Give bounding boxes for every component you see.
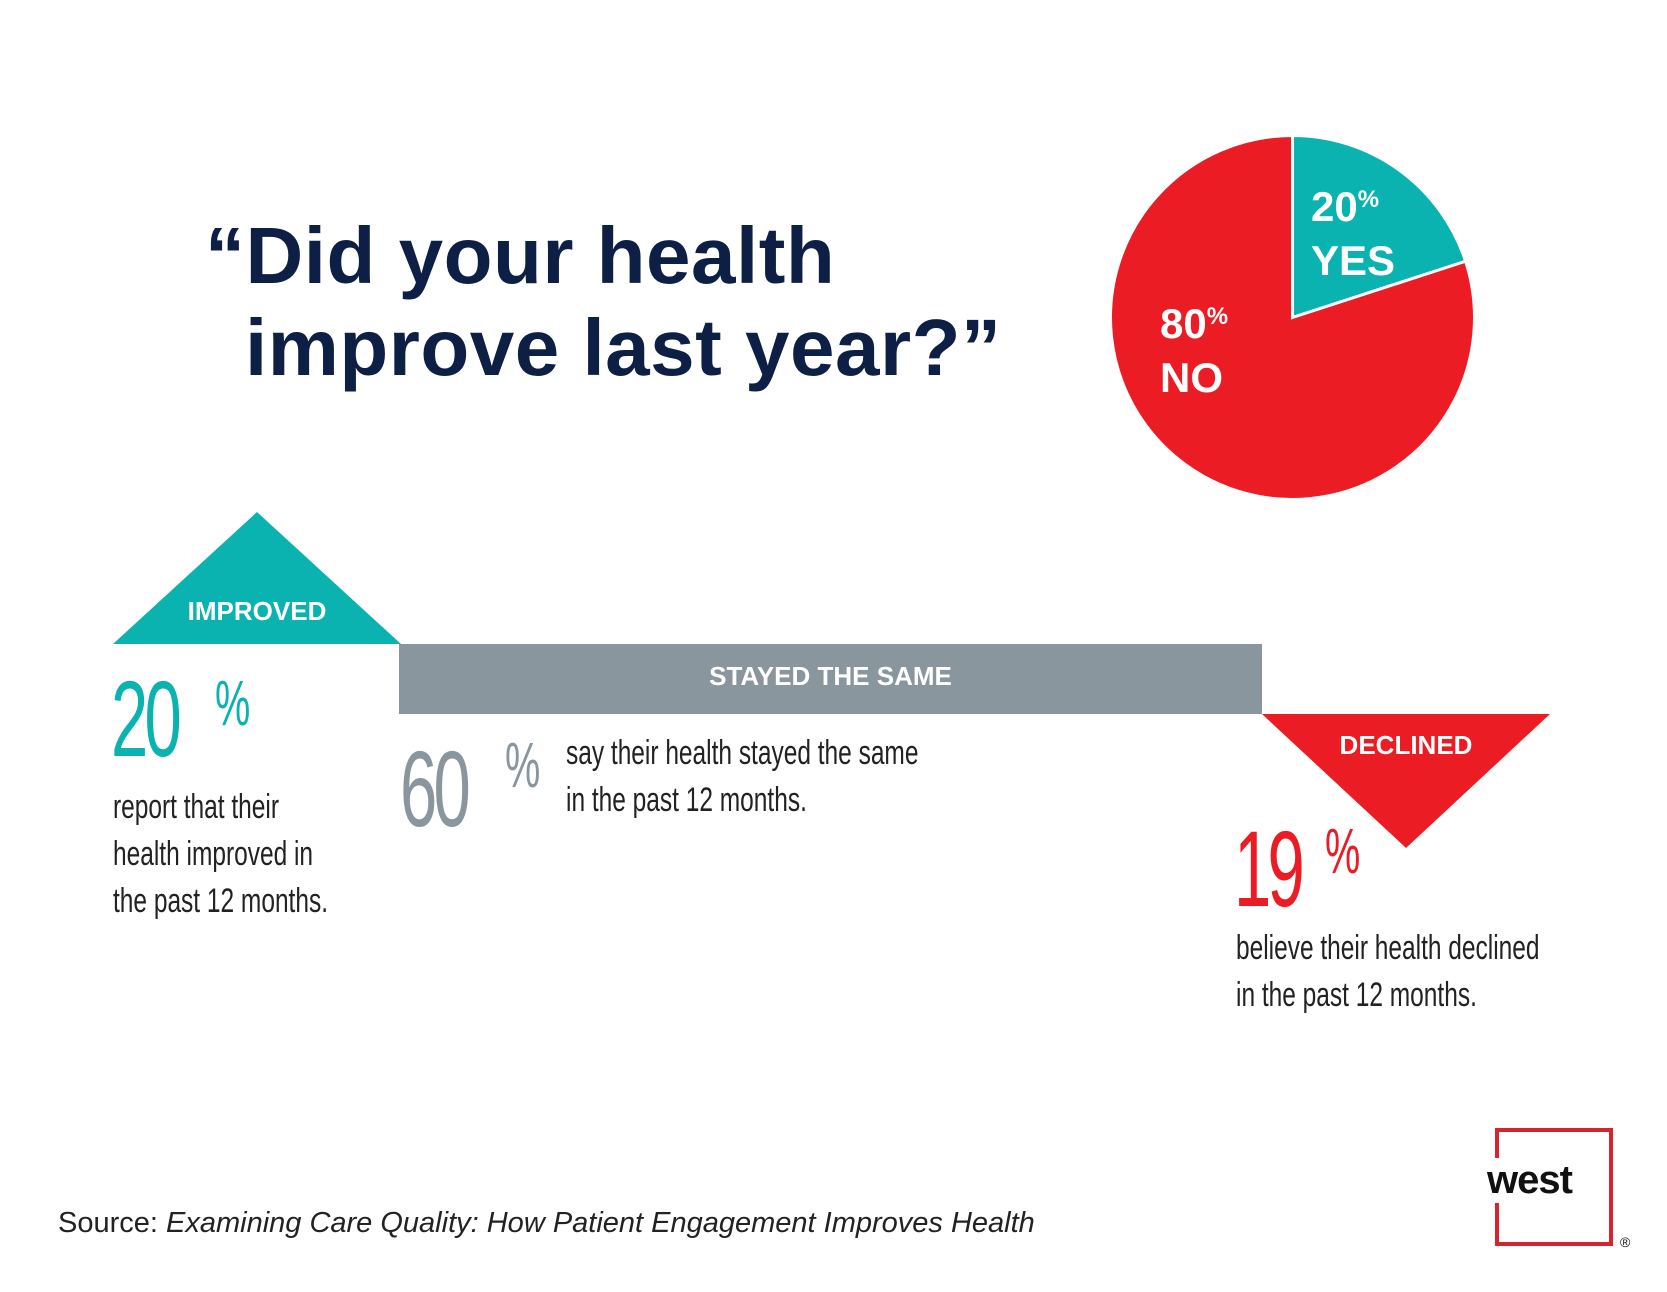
improved-percent-sign: % [215, 667, 251, 739]
improved-desc-line-1: report that their [113, 788, 280, 826]
registered-mark: ® [1620, 1234, 1631, 1250]
same-percent-sign: % [505, 729, 541, 801]
title-line-2: improve last year?” [245, 303, 1002, 392]
pie-slice-yes [1291, 133, 1468, 320]
same-percent: 60 [400, 728, 471, 849]
declined-label: DECLINED [1339, 730, 1473, 760]
pie-unit-yes: % [1357, 186, 1380, 213]
pie-value-no: 80 [1160, 300, 1207, 347]
improved-desc-line-2: health improved in [113, 835, 314, 873]
improved-description: report that their health improved in the… [113, 784, 328, 925]
declined-desc-line-1: believe their health declined [1236, 929, 1540, 967]
same-desc-line-2: in the past 12 months. [566, 781, 807, 819]
same-label: STAYED THE SAME [709, 661, 952, 691]
same-description: say their health stayed the same in the … [566, 730, 918, 824]
pie-category-yes: YES [1311, 237, 1396, 284]
pie-chart [1109, 133, 1476, 501]
pie-category-no: NO [1160, 354, 1223, 401]
same-desc-line-1: say their health stayed the same [566, 734, 919, 772]
declined-desc-line-2: in the past 12 months. [1236, 976, 1477, 1014]
improved-desc-line-3: the past 12 months. [113, 882, 329, 920]
pie-value-yes: 20 [1311, 183, 1358, 230]
pie-label-yes: 20% YES [1311, 178, 1395, 283]
title-line-1: “Did your health [205, 211, 836, 300]
same-band [399, 644, 1262, 714]
pie-label-no: 80% NO [1160, 295, 1228, 400]
source-title: Examining Care Quality: How Patient Enga… [166, 1207, 1035, 1239]
improved-label: IMPROVED [187, 596, 327, 626]
pie-slice-no [1109, 133, 1476, 501]
improved-triangle [113, 512, 401, 644]
declined-percent: 19 [1234, 808, 1305, 929]
west-logo: west [1483, 1158, 1578, 1203]
declined-triangle [1262, 714, 1550, 848]
source-citation: Source: Examining Care Quality: How Pati… [58, 1207, 1035, 1240]
declined-description: believe their health declined in the pas… [1236, 925, 1539, 1019]
source-prefix: Source: [58, 1207, 166, 1239]
improved-percent: 20 [111, 658, 182, 779]
page-title: “Did your health improve last year?” [205, 210, 1002, 394]
declined-percent-sign: % [1325, 815, 1361, 887]
pie-unit-no: % [1206, 303, 1229, 330]
